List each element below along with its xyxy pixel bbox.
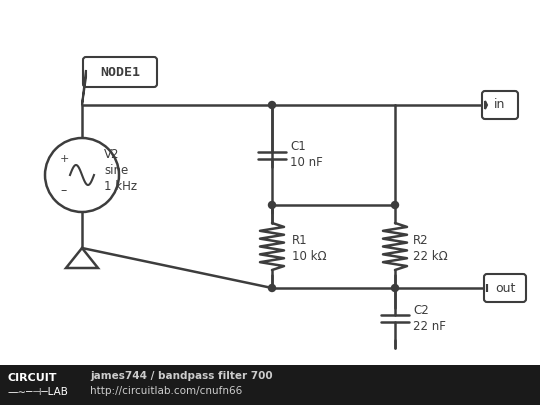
- Text: in: in: [494, 98, 505, 111]
- Text: 22 nF: 22 nF: [413, 320, 446, 333]
- Polygon shape: [485, 101, 487, 109]
- Text: C2: C2: [413, 303, 429, 316]
- Text: CIRCUIT: CIRCUIT: [8, 373, 57, 383]
- Circle shape: [268, 102, 275, 109]
- Text: R1: R1: [292, 234, 308, 247]
- Text: sine: sine: [104, 164, 129, 177]
- Bar: [0, 365, 540, 405]
- Polygon shape: [82, 70, 86, 105]
- Text: 22 kΩ: 22 kΩ: [413, 250, 448, 263]
- FancyBboxPatch shape: [83, 57, 157, 87]
- Text: 10 nF: 10 nF: [290, 156, 323, 170]
- Circle shape: [268, 202, 275, 209]
- Text: V2: V2: [104, 149, 119, 162]
- Text: 1 kHz: 1 kHz: [104, 181, 137, 194]
- Text: C1: C1: [290, 141, 306, 153]
- Text: —∼─⊣─LAB: —∼─⊣─LAB: [8, 387, 69, 397]
- Text: NODE1: NODE1: [100, 66, 140, 79]
- Text: http://circuitlab.com/cnufn66: http://circuitlab.com/cnufn66: [90, 386, 242, 396]
- FancyBboxPatch shape: [482, 91, 518, 119]
- Text: out: out: [495, 281, 515, 294]
- Circle shape: [45, 138, 119, 212]
- Text: R2: R2: [413, 234, 429, 247]
- Circle shape: [268, 284, 275, 292]
- Text: +: +: [59, 154, 69, 164]
- Circle shape: [392, 284, 399, 292]
- FancyBboxPatch shape: [484, 274, 526, 302]
- Text: 10 kΩ: 10 kΩ: [292, 250, 327, 263]
- Circle shape: [392, 202, 399, 209]
- Text: –: –: [61, 185, 67, 198]
- Polygon shape: [66, 248, 98, 268]
- Text: james744 / bandpass filter 700: james744 / bandpass filter 700: [90, 371, 273, 381]
